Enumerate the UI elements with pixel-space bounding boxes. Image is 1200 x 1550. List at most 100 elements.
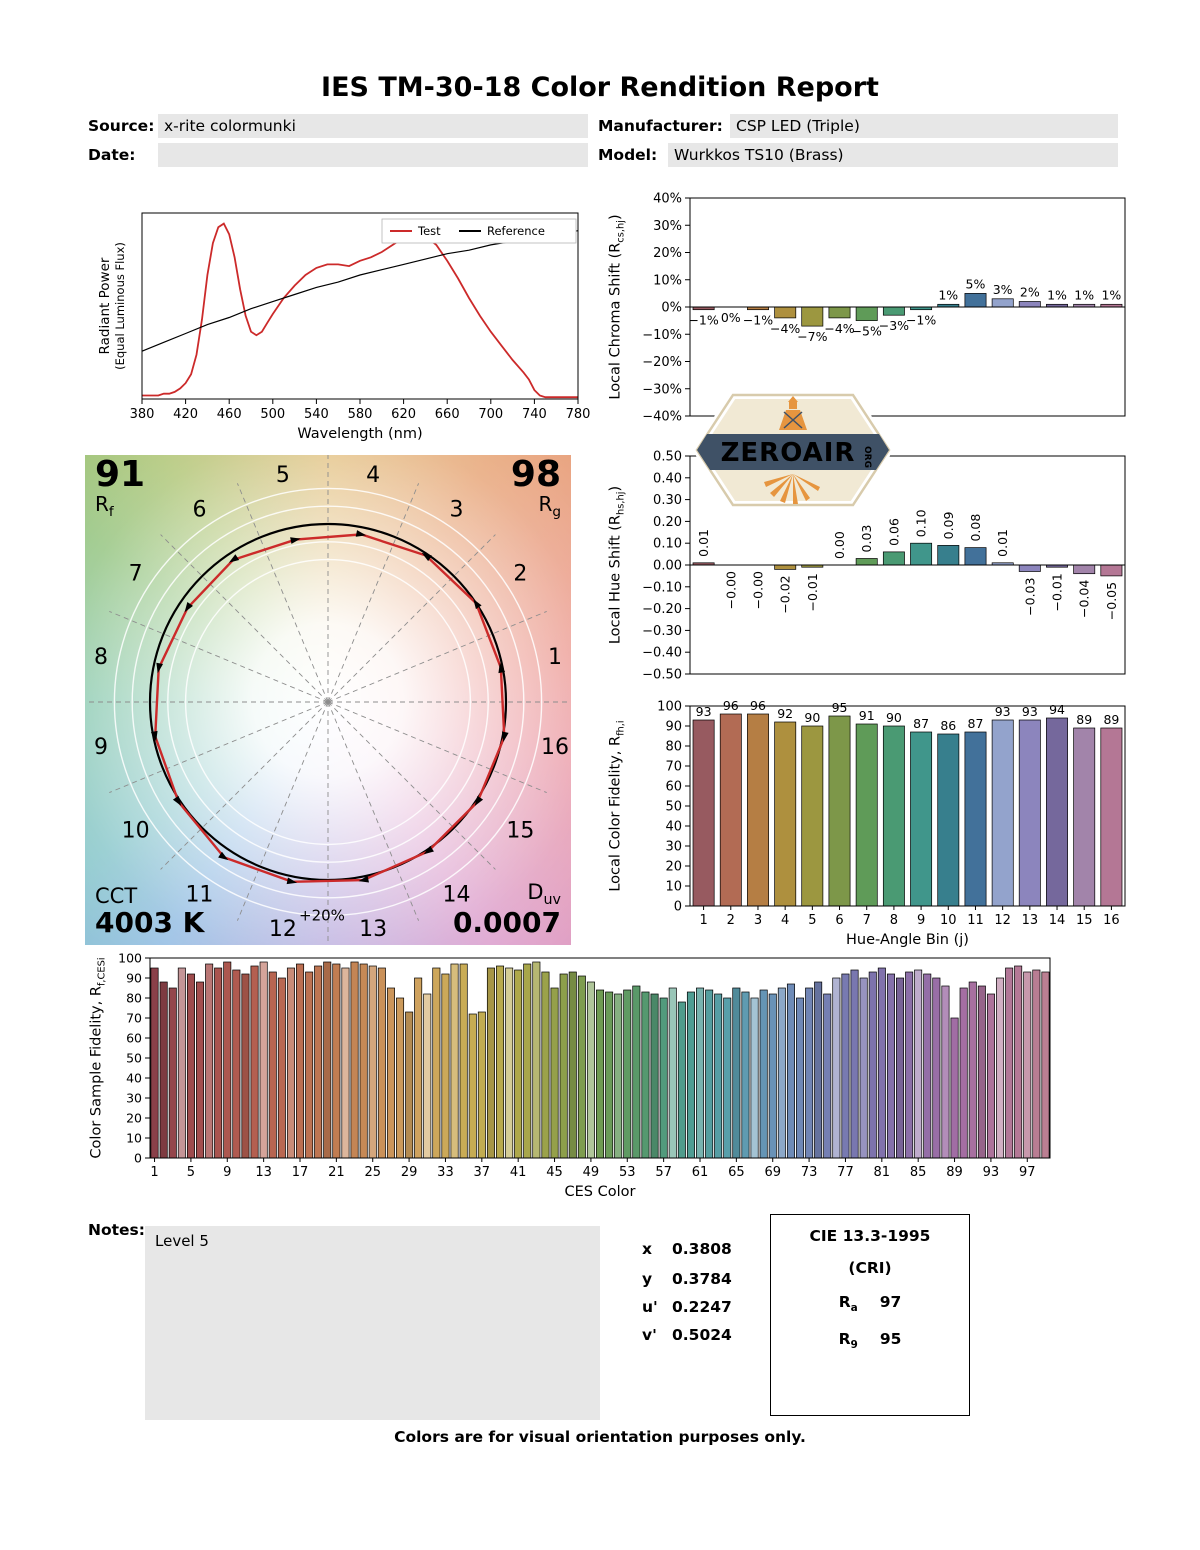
svg-text:14: 14	[1049, 913, 1066, 928]
svg-text:87: 87	[968, 716, 984, 731]
svg-text:−0.01: −0.01	[1050, 573, 1065, 611]
svg-text:−1%: −1%	[743, 313, 773, 328]
svg-text:−0.00: −0.00	[750, 571, 765, 609]
svg-text:740: 740	[522, 407, 547, 422]
logo-band	[697, 434, 889, 470]
svg-text:11: 11	[185, 882, 213, 907]
rg-label: Rg	[538, 491, 561, 520]
chromaticity-y: y 0.3784	[642, 1270, 732, 1288]
svg-text:580: 580	[348, 407, 373, 422]
svg-text:50: 50	[126, 1051, 142, 1066]
svg-text:37: 37	[474, 1165, 491, 1180]
svg-text:0.20: 0.20	[653, 515, 682, 530]
svg-text:16: 16	[1103, 913, 1120, 928]
svg-text:−10%: −10%	[642, 328, 682, 343]
logo-suffix: ORG	[862, 446, 872, 468]
svg-text:16: 16	[541, 735, 569, 760]
svg-text:73: 73	[801, 1165, 818, 1180]
svg-text:13: 13	[359, 917, 387, 942]
svg-text:5: 5	[187, 1165, 195, 1180]
rf-metric: 91 Rf	[95, 456, 145, 520]
model-value-field: Wurkkos TS10 (Brass)	[668, 143, 1118, 167]
svg-text:1%: 1%	[938, 287, 958, 302]
svg-text:8: 8	[94, 645, 108, 670]
svg-text:2%: 2%	[1020, 285, 1040, 300]
cct-metric: CCT 4003 K	[95, 884, 204, 939]
duv-value: 0.0007	[452, 906, 561, 940]
cie-subtitle: (CRI)	[848, 1259, 892, 1277]
logo-rays-icon	[764, 474, 820, 504]
svg-text:90: 90	[665, 720, 682, 735]
svg-text:0.10: 0.10	[914, 509, 929, 537]
spd-ylabel: Radiant Power (Equal Luminous Flux)	[97, 242, 127, 370]
svg-text:−40%: −40%	[642, 410, 682, 425]
cct-label: CCT	[95, 884, 138, 909]
svg-text:49: 49	[583, 1165, 600, 1180]
svg-text:−0.30: −0.30	[642, 624, 682, 639]
chromaticity-v: v' 0.5024	[642, 1326, 732, 1344]
svg-text:29: 29	[401, 1165, 418, 1180]
fidelity-ylabel: Local Color Fidelity, Rfh,i	[607, 720, 627, 892]
svg-text:0.00: 0.00	[832, 531, 847, 559]
cie-title: CIE 13.3-1995	[809, 1227, 931, 1245]
svg-text:0: 0	[134, 1151, 142, 1166]
svg-text:1%: 1%	[1047, 287, 1067, 302]
svg-text:13: 13	[1022, 913, 1039, 928]
duv-metric: Duv 0.0007	[453, 880, 561, 939]
rf-label: Rf	[95, 491, 114, 520]
svg-text:17: 17	[292, 1165, 309, 1180]
svg-text:86: 86	[940, 718, 956, 733]
local-hue-shift-chart: 0.50 0.40 0.30 0.20 0.10 0.00 −0.10 −0.20 −0.30 −…	[642, 450, 1126, 683]
svg-text:93: 93	[696, 704, 712, 719]
svg-text:80: 80	[665, 740, 682, 755]
svg-text:40%: 40%	[653, 192, 682, 207]
chromaticity-x: x 0.3808	[642, 1240, 732, 1258]
svg-text:20: 20	[126, 1111, 142, 1126]
svg-text:−0.10: −0.10	[642, 580, 682, 595]
svg-text:−3%: −3%	[879, 318, 909, 333]
svg-text:5%: 5%	[966, 276, 986, 291]
svg-text:60: 60	[665, 780, 682, 795]
svg-text:30%: 30%	[653, 219, 682, 234]
notes-value: Level 5	[155, 1232, 209, 1250]
chromaticity-u: u' 0.2247	[642, 1298, 732, 1316]
footer-note: Colors are for visual orientation purpos…	[394, 1428, 806, 1446]
svg-text:50: 50	[665, 800, 682, 815]
ces-ylabel: Color Sample Fidelity, Rf,CESi	[88, 957, 108, 1159]
svg-text:0.10: 0.10	[653, 537, 682, 552]
notes-label: Notes:	[88, 1221, 145, 1239]
svg-text:1%: 1%	[1101, 287, 1121, 302]
color-vector-graphic: +20% 1 2 3 4 5 6 7 8 9 10 11 12 13 14 15 16 91 Rf 98 Rg …	[85, 455, 571, 945]
svg-text:10: 10	[122, 819, 150, 844]
svg-text:1: 1	[699, 913, 707, 928]
svg-text:0.40: 0.40	[653, 471, 682, 486]
svg-text:12: 12	[269, 917, 297, 942]
svg-text:90: 90	[804, 710, 820, 725]
cie-ra-row: Ra 97	[838, 1293, 902, 1315]
svg-text:0%: 0%	[721, 310, 741, 325]
svg-text:81: 81	[874, 1165, 891, 1180]
svg-text:0.01: 0.01	[995, 529, 1010, 557]
svg-text:30: 30	[126, 1091, 142, 1106]
svg-text:Hue-Angle Bin (j): Hue-Angle Bin (j)	[846, 932, 969, 948]
svg-text:4: 4	[781, 913, 789, 928]
svg-text:−0.02: −0.02	[778, 575, 793, 613]
svg-text:25: 25	[364, 1165, 381, 1180]
svg-text:3: 3	[754, 913, 762, 928]
svg-text:700: 700	[478, 407, 503, 422]
svg-text:20: 20	[665, 860, 682, 875]
svg-text:10: 10	[126, 1131, 142, 1146]
zeroair-logo: ZEROAIR ORG	[693, 391, 893, 509]
rg-value: 98	[510, 454, 561, 495]
svg-text:91: 91	[859, 708, 875, 723]
manufacturer-value-field: CSP LED (Triple)	[730, 114, 1118, 138]
svg-text:0.03: 0.03	[859, 525, 874, 553]
svg-text:80: 80	[126, 991, 142, 1006]
svg-text:6: 6	[835, 913, 843, 928]
svg-text:65: 65	[728, 1165, 745, 1180]
svg-text:−0.00: −0.00	[723, 571, 738, 609]
page-title: IES TM-30-18 Color Rendition Report	[321, 72, 879, 103]
